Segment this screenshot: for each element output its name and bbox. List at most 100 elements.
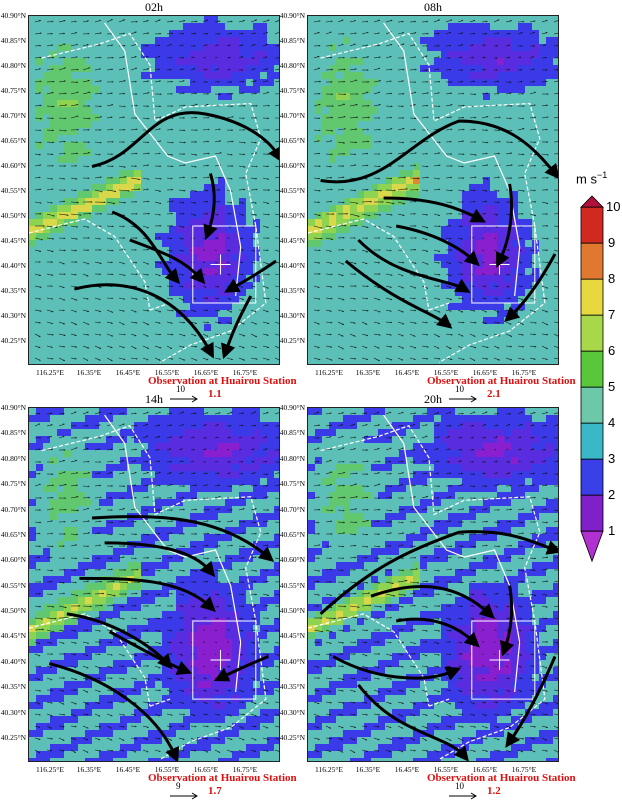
colorbar-bottom-triangle xyxy=(581,531,603,561)
longitude-label: 116.25°E xyxy=(315,368,343,377)
colorbar-segment xyxy=(581,387,603,423)
colorbar-segment xyxy=(581,243,603,279)
latitude-label: 40.30°N xyxy=(280,311,305,320)
latitude-label: 40.25°N xyxy=(280,733,305,742)
latitude-label: 40.45°N xyxy=(280,631,305,640)
colorbar-segment xyxy=(581,459,603,495)
latitude-label: 40.70°N xyxy=(1,111,26,120)
colorbar-tick-label: 10 xyxy=(606,199,620,214)
latitude-label: 40.80°N xyxy=(280,61,305,70)
colorbar-tick-label: 7 xyxy=(608,307,615,322)
colorbar-segment xyxy=(581,351,603,387)
wind-speed-map xyxy=(307,15,559,365)
wind-field-svg xyxy=(308,16,559,365)
latitude-label: 40.35°N xyxy=(280,286,305,295)
latitude-label: 40.85°N xyxy=(1,428,26,437)
latitude-label: 40.30°N xyxy=(1,311,26,320)
panel-title: 08h xyxy=(307,0,559,15)
colorbar-tick-label: 3 xyxy=(608,451,615,466)
colorbar-tick-label: 8 xyxy=(608,271,615,286)
latitude-label: 40.60°N xyxy=(280,555,305,564)
latitude-label: 40.70°N xyxy=(280,111,305,120)
colorbar-segment xyxy=(581,279,603,315)
longitude-label: 16.35°E xyxy=(356,368,380,377)
longitude-label: 116.25°E xyxy=(36,765,64,774)
latitude-label: 40.65°N xyxy=(280,136,305,145)
latitude-label: 40.85°N xyxy=(280,36,305,45)
latitude-label: 40.40°N xyxy=(280,657,305,666)
wind-field-svg xyxy=(29,16,280,365)
colorbar-tick-label: 5 xyxy=(608,379,615,394)
colorbar-tick-label: 9 xyxy=(608,235,615,250)
panel-title: 02h xyxy=(28,0,280,15)
latitude-label: 40.35°N xyxy=(1,682,26,691)
latitude-label: 40.70°N xyxy=(280,505,305,514)
latitude-label: 40.40°N xyxy=(280,261,305,270)
latitude-label: 40.90°N xyxy=(1,403,26,412)
longitude-label: 16.35°E xyxy=(77,765,101,774)
wind-speed-map xyxy=(28,15,280,365)
panel-title: 14h xyxy=(28,392,280,407)
latitude-label: 40.85°N xyxy=(280,428,305,437)
latitude-label: 40.75°N xyxy=(1,479,26,488)
latitude-label: 40.25°N xyxy=(1,336,26,345)
wind-speed-map xyxy=(28,407,280,762)
latitude-label: 40.65°N xyxy=(280,530,305,539)
latitude-label: 40.30°N xyxy=(280,708,305,717)
latitude-label: 40.45°N xyxy=(280,236,305,245)
longitude-label: 16.45°E xyxy=(395,368,419,377)
latitude-label: 40.75°N xyxy=(1,86,26,95)
latitude-label: 40.80°N xyxy=(1,454,26,463)
latitude-label: 40.50°N xyxy=(280,211,305,220)
longitude-label: 16.35°E xyxy=(356,765,380,774)
latitude-label: 40.80°N xyxy=(1,61,26,70)
reference-value: 9 xyxy=(176,781,181,791)
latitude-label: 40.65°N xyxy=(1,136,26,145)
observation-label: Observation at Huairou Station xyxy=(427,772,576,784)
reference-vector xyxy=(449,792,479,800)
colorbar-tick-label: 4 xyxy=(608,415,615,430)
observation-label: Observation at Huairou Station xyxy=(427,375,576,387)
colorbar-segment xyxy=(581,315,603,351)
longitude-label: 16.45°E xyxy=(116,368,140,377)
colorbar-top-triangle xyxy=(581,196,603,207)
latitude-label: 40.45°N xyxy=(1,236,26,245)
observation-value: 1.7 xyxy=(208,785,222,797)
longitude-label: 16.45°E xyxy=(116,765,140,774)
panel-title: 20h xyxy=(307,392,559,407)
latitude-label: 40.60°N xyxy=(1,555,26,564)
reference-vector xyxy=(170,792,200,800)
colorbar-tick-label: 1 xyxy=(608,523,615,538)
colorbar-segment xyxy=(581,207,603,243)
latitude-label: 40.25°N xyxy=(1,733,26,742)
latitude-label: 40.50°N xyxy=(1,606,26,615)
latitude-label: 40.90°N xyxy=(1,11,26,20)
longitude-label: 16.45°E xyxy=(395,765,419,774)
colorbar-segment xyxy=(581,423,603,459)
latitude-label: 40.70°N xyxy=(1,505,26,514)
latitude-label: 40.45°N xyxy=(1,631,26,640)
colorbar: m s−1 10 9 8 7 6 5 4 3 2 1 xyxy=(578,170,618,610)
latitude-label: 40.55°N xyxy=(280,186,305,195)
latitude-label: 40.40°N xyxy=(1,261,26,270)
latitude-label: 40.30°N xyxy=(1,708,26,717)
observation-label: Observation at Huairou Station xyxy=(148,375,297,387)
colorbar-tick-label: 2 xyxy=(608,487,615,502)
latitude-label: 40.50°N xyxy=(1,211,26,220)
latitude-label: 40.85°N xyxy=(1,36,26,45)
latitude-label: 40.60°N xyxy=(1,161,26,170)
latitude-label: 40.90°N xyxy=(280,11,305,20)
observation-value: 1.2 xyxy=(487,785,501,797)
longitude-label: 116.25°E xyxy=(36,368,64,377)
colorbar-tick-label: 6 xyxy=(608,343,615,358)
longitude-label: 116.25°E xyxy=(315,765,343,774)
colorbar-svg xyxy=(578,190,618,610)
latitude-label: 40.50°N xyxy=(280,606,305,615)
colorbar-segment xyxy=(581,495,603,531)
observation-label: Observation at Huairou Station xyxy=(148,772,297,784)
colorbar-unit: m s−1 xyxy=(576,170,607,186)
longitude-label: 16.35°E xyxy=(77,368,101,377)
